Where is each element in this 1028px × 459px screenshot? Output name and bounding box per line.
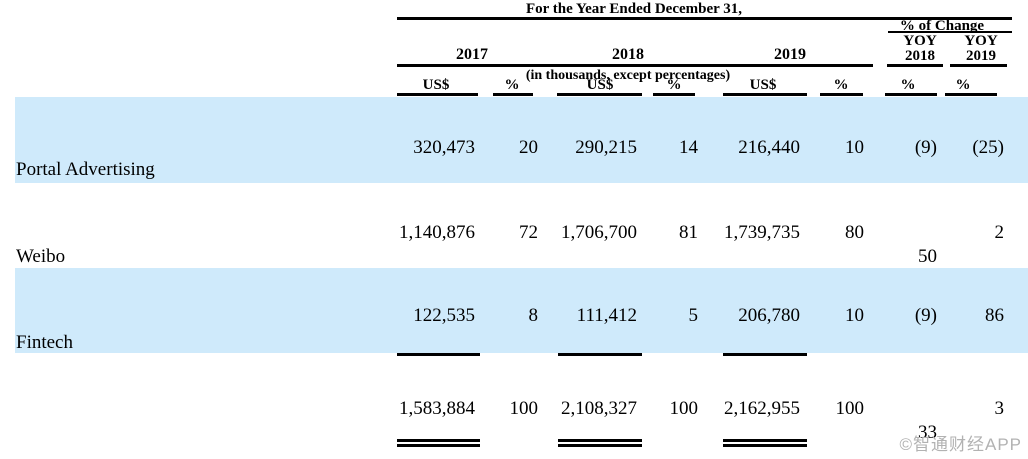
unit-note: (in thousands, except percentages) (525, 68, 731, 83)
col-rule-pct-yoy-2019 (945, 93, 997, 96)
table-title: For the Year Ended December 31, (525, 1, 743, 17)
total-yoy-2018-value: 33 (918, 422, 937, 443)
yoy-2018-rule (887, 64, 943, 67)
portal-us-2019-value: 216,440 (738, 137, 800, 158)
col-rule-pct-yoy-2018 (885, 93, 937, 96)
weibo-yoy-2019-value: 2 (994, 222, 1005, 243)
total-double-rule-us-2017 (397, 439, 480, 447)
weibo-pct-2019-value: 80 (845, 222, 864, 243)
weibo-row (15, 183, 1028, 268)
col-header-us-2017: US$ (422, 77, 450, 93)
col-header-pct-2019: % (833, 77, 849, 93)
yoy-2019-line1: YOY (964, 33, 998, 49)
col-rule-us-2018 (557, 93, 642, 96)
portal-yoy-2019-value: (25) (972, 137, 1004, 158)
yoy-2019-header: YOY 2019 (931, 34, 1028, 64)
col-header-pct-yoy-2018: % (900, 77, 916, 93)
fintech-pct-2019-value: 10 (845, 305, 864, 326)
weibo-us-2019-value: 1,739,735 (724, 222, 800, 243)
pct-change-rule (888, 31, 1012, 33)
year-2018-header: 2018 (612, 46, 644, 63)
col-header-us-2018: US$ (586, 77, 614, 93)
fintech-us-2019-value: 206,780 (738, 305, 800, 326)
title-rule (397, 17, 1012, 20)
year-2017-header: 2017 (456, 46, 488, 63)
fintech-pct-2018-value: 5 (688, 305, 699, 326)
pct-change-header: % of Change (899, 18, 985, 34)
fintech-row (15, 268, 1028, 353)
col-rule-pct-2017 (493, 93, 533, 96)
fintech-us-2018-value: 111,412 (576, 305, 637, 326)
yoy-2019-line2: 2019 (966, 48, 996, 64)
yoy-2018-header: YOY 2018 (870, 34, 970, 64)
fintech-us-2017-value: 122,535 (413, 305, 475, 326)
fintech-yoy-2019-value: 86 (985, 305, 1004, 326)
weibo-pct-2017-value: 72 (519, 222, 538, 243)
zhitong-caijing-watermark: ©智通财经APP (899, 435, 1022, 454)
weibo-us-2018-value: 1,706,700 (561, 222, 637, 243)
portal-us-2018-value: 290,215 (575, 137, 637, 158)
fintech-label: Fintech (16, 332, 73, 353)
portal-advertising-row (15, 97, 1028, 183)
year-2019-header: 2019 (774, 46, 806, 63)
col-header-pct-yoy-2019: % (955, 77, 971, 93)
yoy-2019-rule (950, 64, 1007, 67)
weibo-pct-2018-value: 81 (679, 222, 698, 243)
years-rule (397, 64, 873, 67)
total-us-2017-value: 1,583,884 (399, 398, 475, 419)
total-pct-2017-value: 100 (509, 398, 539, 419)
col-rule-pct-2018 (653, 93, 695, 96)
subtotal-rule-us-2018 (558, 353, 642, 356)
col-rule-us-2019 (723, 93, 807, 96)
total-us-2018-value: 2,108,327 (561, 398, 637, 419)
col-rule-pct-2019 (820, 93, 863, 96)
portal-pct-2018-value: 14 (679, 137, 698, 158)
weibo-label: Weibo (16, 246, 66, 267)
total-pct-2019-value: 100 (835, 398, 865, 419)
total-pct-2018-value: 100 (669, 398, 699, 419)
weibo-yoy-2018-value: 50 (918, 246, 937, 267)
yoy-2018-line2: 2018 (905, 48, 935, 64)
portal-yoy-2018-value: (9) (914, 137, 937, 158)
portal-advertising-label: Portal Advertising (16, 159, 155, 180)
portal-us-2017-value: 320,473 (413, 137, 475, 158)
portal-pct-2019-value: 10 (845, 137, 864, 158)
total-double-rule-us-2019 (723, 439, 807, 447)
col-header-us-2019: US$ (749, 77, 777, 93)
weibo-us-2017-value: 1,140,876 (399, 222, 475, 243)
total-yoy-2019-value: 3 (994, 398, 1005, 419)
fintech-pct-2017-value: 8 (528, 305, 539, 326)
total-row (15, 353, 1028, 459)
total-us-2019-value: 2,162,955 (724, 398, 800, 419)
subtotal-rule-us-2019 (723, 353, 807, 356)
portal-pct-2017-value: 20 (519, 137, 538, 158)
yoy-2018-line1: YOY (903, 33, 937, 49)
col-header-pct-2017: % (504, 77, 520, 93)
total-double-rule-us-2018 (558, 439, 642, 447)
fintech-yoy-2018-value: (9) (914, 305, 937, 326)
col-rule-us-2017 (397, 93, 478, 96)
col-header-pct-2018: % (666, 77, 682, 93)
subtotal-rule-us-2017 (397, 353, 480, 356)
